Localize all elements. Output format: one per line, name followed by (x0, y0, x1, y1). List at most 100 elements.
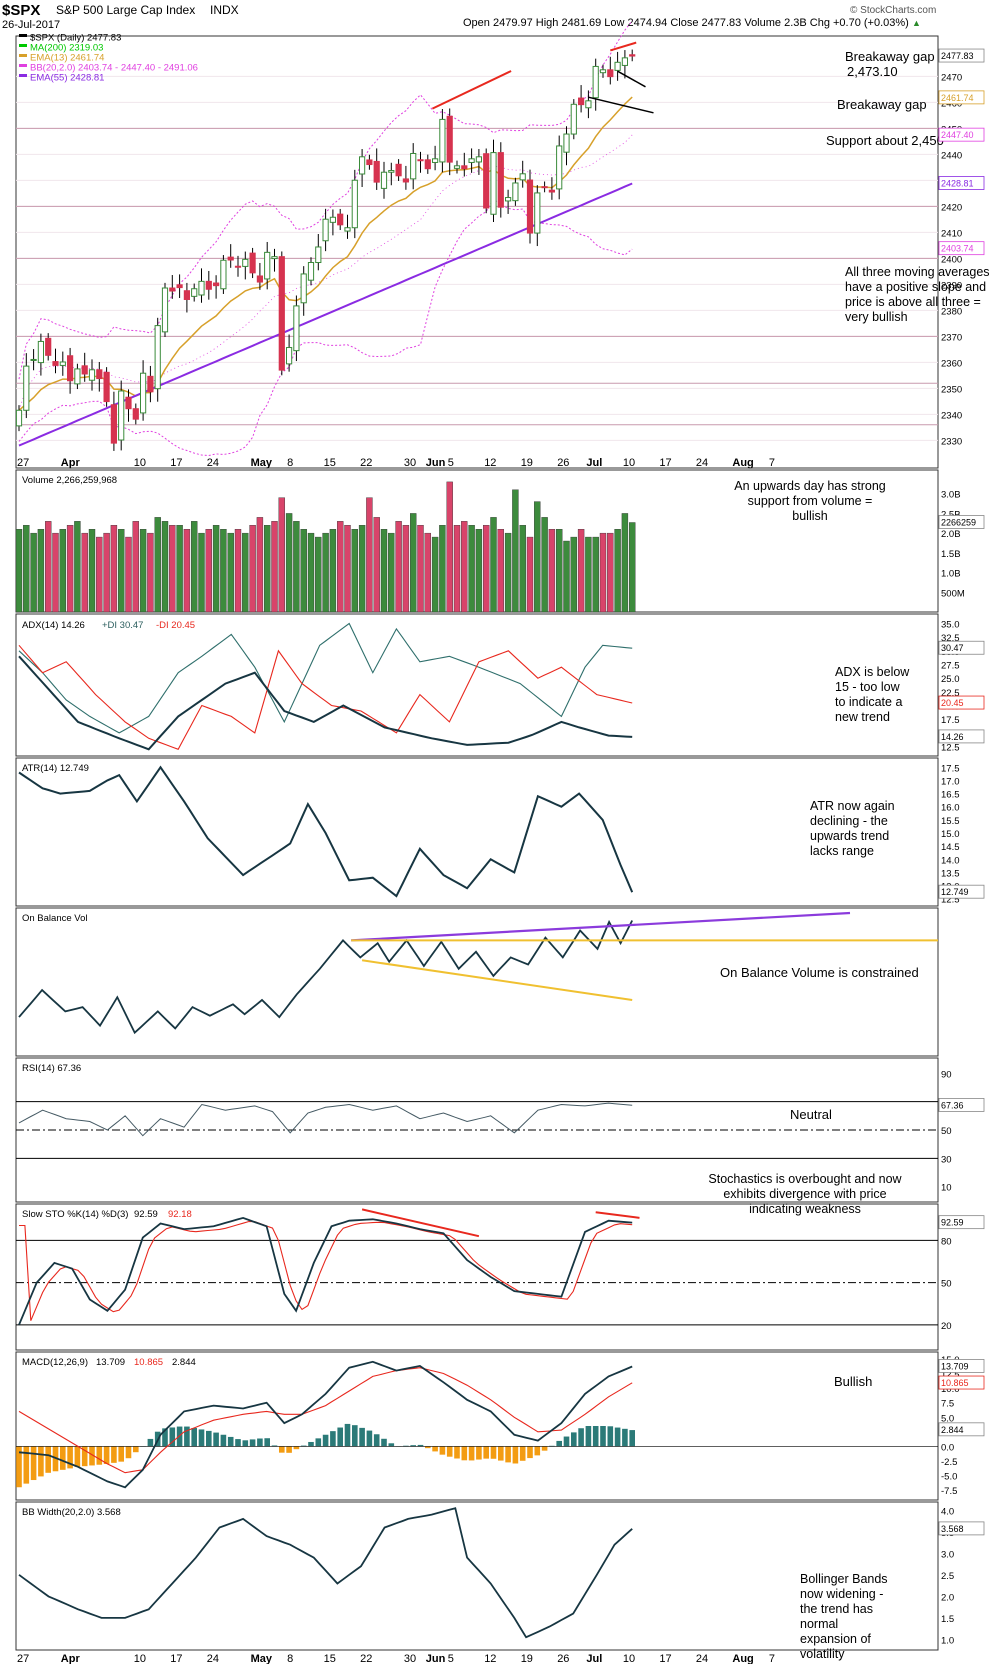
volume-y-tick: 1.0B (941, 569, 961, 580)
adx-legend: ADX(14) 14.26 (22, 620, 85, 631)
price-value-tag: 2461.74 (941, 93, 974, 103)
volume-bar (351, 529, 358, 613)
candle-down (249, 252, 256, 274)
panel-macd (15, 1351, 939, 1501)
stochastics-annotation: Stochastics is overbought and now exhibit… (708, 1172, 902, 1216)
volume-bar (388, 532, 395, 613)
atr-line (18, 765, 634, 898)
candle-down (67, 355, 74, 382)
atr-legend: ATR(14) 12.749 (22, 763, 89, 774)
volume-bar (534, 501, 541, 613)
bbw-y-tick: 2.0 (941, 1592, 954, 1603)
atr-y-tick: 14.0 (941, 855, 960, 866)
candle-up (30, 358, 37, 361)
candle-up (439, 118, 446, 163)
volume-bar (74, 521, 81, 613)
x-axis-label: 10 (134, 457, 146, 469)
macd-histogram-bar (300, 1445, 307, 1447)
price-y-tick: 2350 (941, 384, 962, 395)
breakaway-gap-label: Breakaway gap (845, 49, 935, 64)
volume-bar (358, 525, 366, 613)
obv-line (18, 919, 634, 1035)
candle-up (264, 251, 271, 280)
legend-swatch (19, 64, 27, 67)
candle-down (205, 280, 212, 290)
price-y-tick: 2370 (941, 332, 962, 343)
sto-legend: Slow STO %K(14) %D(3) (22, 1209, 128, 1220)
rsi-y-tick: 10 (941, 1183, 952, 1194)
sto-k-legend: 92.59 (134, 1209, 158, 1220)
macd-y-tick: 0.0 (941, 1442, 954, 1453)
volume-bar (264, 525, 271, 613)
volume-bar (30, 532, 37, 613)
candle-down (461, 165, 468, 170)
volume-bar (220, 529, 227, 613)
volume-bar (81, 532, 88, 613)
volume-bar (380, 529, 388, 613)
panel-sto (15, 1203, 939, 1351)
volume-bar (315, 536, 322, 613)
volume-y-tick: 500M (941, 588, 965, 599)
candle-up (388, 170, 395, 173)
macd-histogram-bar (322, 1434, 329, 1447)
macd-histogram-bar (191, 1428, 197, 1447)
volume-bar (45, 521, 52, 613)
macd-histogram-bar (330, 1431, 336, 1447)
volume-y-tick: 2.5B (941, 509, 961, 520)
candle-up (359, 156, 366, 175)
bbw-value-tag-box (938, 1521, 985, 1536)
x-axis-label-bottom: 12 (484, 1653, 496, 1664)
candle-down (446, 115, 453, 163)
candle-up (468, 158, 475, 163)
rsi-y-tick: 30 (941, 1154, 952, 1165)
volume-bar (439, 525, 446, 613)
candle-up (432, 158, 439, 163)
macd-tag: 13.709 (941, 1361, 969, 1371)
legend-swatch (19, 44, 27, 47)
macd-histogram-bar (315, 1438, 322, 1447)
volume-bar (453, 525, 461, 613)
plus-di-tag: 30.47 (941, 643, 964, 653)
x-axis-label-bottom: 22 (360, 1653, 372, 1664)
volume-bar (59, 529, 66, 613)
sto-y-tick: 20 (941, 1321, 952, 1332)
macd-histogram-bar (600, 1426, 606, 1447)
macd-legend: MACD(12,26,9) (22, 1357, 88, 1368)
volume-bar (322, 532, 329, 613)
adx-y-tick: 32.5 (941, 633, 960, 644)
price-y-tick: 2410 (941, 228, 962, 239)
macd-histogram-bar (468, 1446, 475, 1461)
candle-down (81, 365, 88, 375)
volume-bar (417, 525, 424, 613)
volume-bar (504, 532, 512, 613)
volume-bar (271, 521, 278, 613)
atr-y-tick: 16.5 (941, 790, 960, 801)
x-axis-label: Jun (426, 457, 446, 469)
macd-annotation: Bullish (834, 1374, 872, 1389)
candle-up (191, 288, 198, 297)
macd-histogram-bar (373, 1434, 380, 1447)
candle-down (541, 186, 548, 189)
macd-histogram-bar (498, 1446, 504, 1461)
macd-y-tick: 5.0 (941, 1413, 954, 1424)
price-value-tag: 2428.81 (941, 178, 974, 188)
candle-down (366, 159, 373, 166)
candle-down (52, 361, 59, 366)
ma-annotation: All three moving averages have a positive… (845, 265, 990, 324)
macd-histogram-bar (490, 1446, 497, 1459)
x-axis-label: 10 (623, 457, 635, 469)
x-axis-label: 7 (769, 457, 775, 469)
price-legend-item: $SPX (Daily) 2477.83 (30, 33, 121, 44)
volume-bar (190, 521, 198, 613)
rsi-legend: RSI(14) 67.36 (22, 1063, 81, 1074)
volume-bar (117, 529, 125, 613)
macd-histogram-bar (622, 1428, 628, 1447)
candle-up (344, 227, 351, 232)
macd-histogram-bar (16, 1446, 22, 1488)
macd-y-tick: 7.5 (941, 1399, 954, 1410)
volume-bar (475, 529, 483, 613)
macd-y-tick: 10.0 (941, 1384, 960, 1395)
volume-bar (293, 521, 300, 613)
macd-histogram-bar (425, 1446, 431, 1449)
macd-histogram-bar (505, 1446, 511, 1463)
